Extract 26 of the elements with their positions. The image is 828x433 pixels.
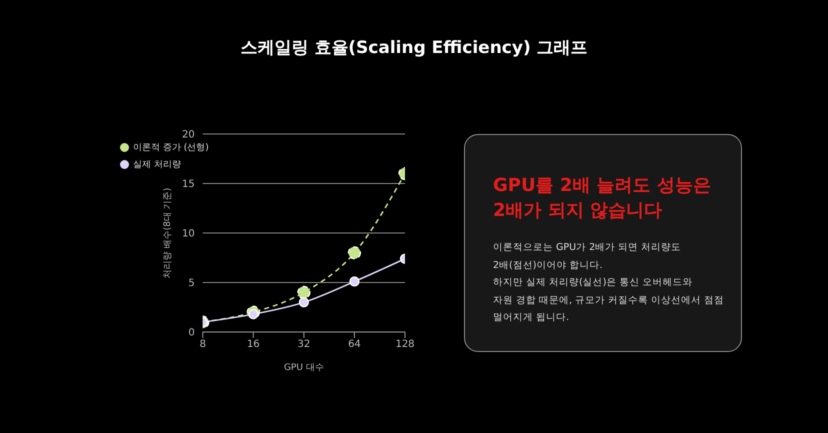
text: 2배(점선)이어야 합니다. — [493, 258, 604, 272]
y-axis-title: 처리량 배수(8대 기준) — [162, 188, 173, 278]
y-tick-label: 5 — [188, 278, 195, 290]
text: 자원 경합 때문에, 규모가 커질수록 이상선에서 점점 — [493, 294, 726, 308]
point — [349, 276, 360, 287]
point — [298, 297, 309, 308]
legend-label: 실제 처리량 — [133, 160, 181, 170]
x-tick-label: 8 — [200, 339, 206, 350]
y-tick-label: 15 — [182, 179, 195, 190]
point — [248, 309, 258, 320]
x-tick-label: 64 — [348, 339, 361, 350]
text: GPU를 2배 늘려도 성능은 2배가 되지 않습니다 — [493, 174, 712, 223]
text: 하지만 실제 처리량(실선)은 통신 오버헤드와 — [493, 276, 694, 290]
text: 멀어지게 됩니다. — [493, 311, 570, 325]
y-tick-label: 0 — [188, 328, 195, 339]
x-tick-label: 16 — [246, 339, 260, 350]
y-tick-label: 10 — [182, 228, 195, 240]
x-tick-label: 128 — [395, 339, 415, 350]
x-axis-title: GPU 대수 — [284, 363, 324, 373]
point — [297, 286, 310, 299]
text: 이론적으로는 GPU가 2배가 되면 처리량도 — [493, 241, 682, 255]
x-tick-label: 32 — [298, 339, 310, 350]
legend-label: 이론적 증가 (선형) — [133, 143, 209, 153]
chart-title: 스케일링 효율(Scaling Efficiency) 그래프 — [239, 37, 589, 59]
point — [348, 246, 362, 260]
y-tick-label: 20 — [182, 130, 195, 141]
